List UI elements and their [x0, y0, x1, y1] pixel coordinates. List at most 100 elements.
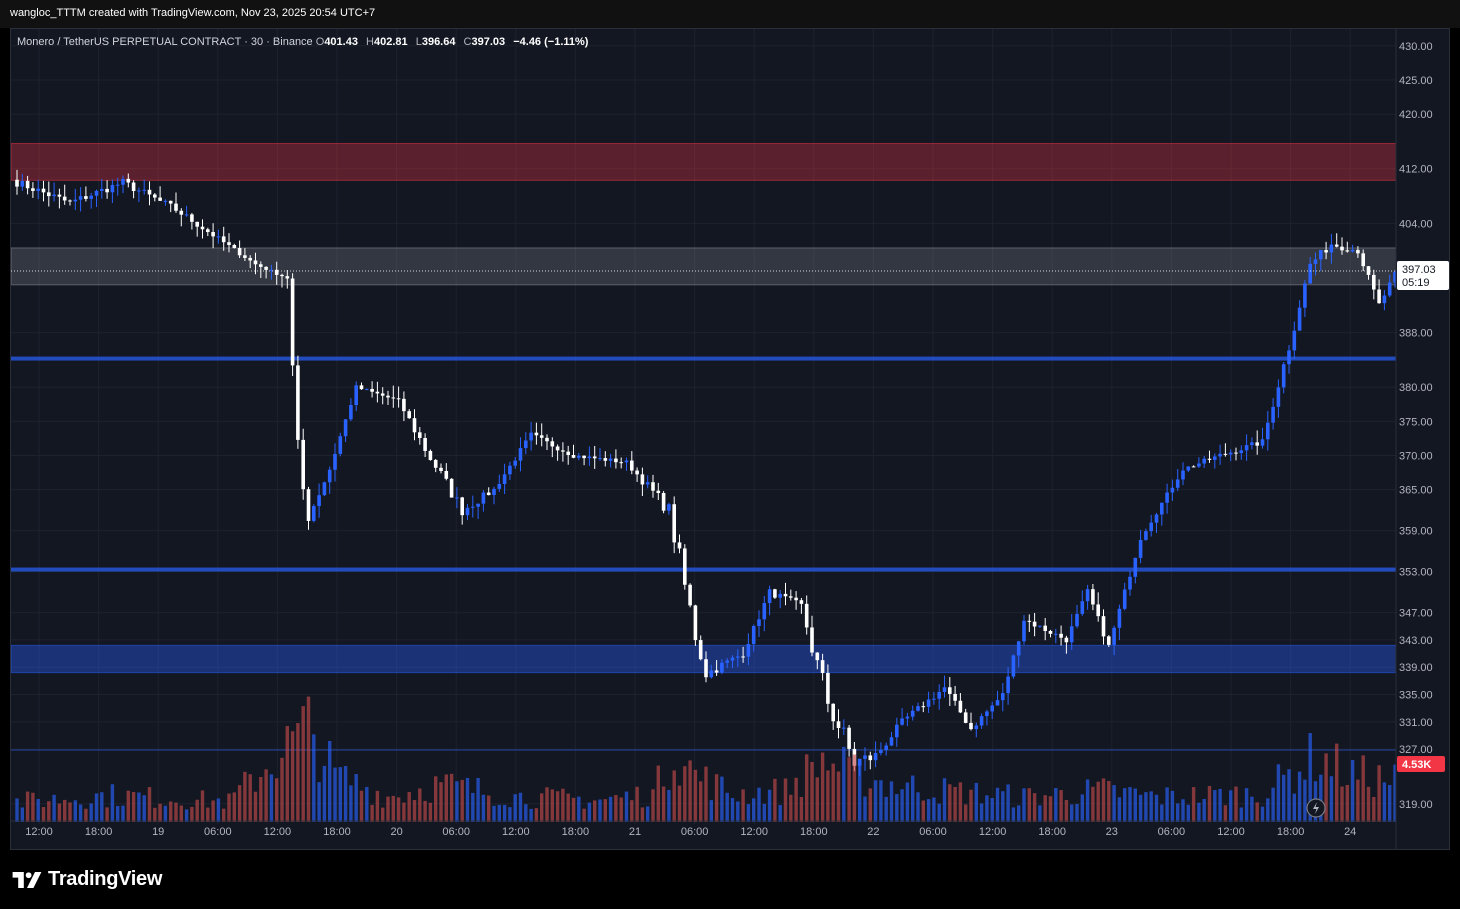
candle-body — [253, 260, 258, 265]
candle-body — [168, 200, 173, 204]
volume-bar — [1287, 769, 1291, 822]
volume-bar — [412, 799, 417, 822]
volume-bar — [1297, 771, 1302, 822]
candle-body — [1059, 633, 1063, 638]
x-tick-label: 20 — [390, 826, 402, 838]
x-tick-label: 18:00 — [800, 826, 828, 838]
candle-body — [1170, 487, 1175, 493]
resistance-zone — [11, 142, 1397, 181]
x-tick-label: 19 — [152, 826, 164, 838]
candle-body — [905, 716, 910, 719]
candle-body — [115, 184, 120, 186]
volume-bar — [895, 794, 899, 822]
candle-body — [1038, 625, 1042, 627]
volume-bar — [937, 803, 941, 822]
candle-body — [147, 189, 152, 195]
volume-bar — [1149, 791, 1153, 822]
volume-bar — [1303, 779, 1307, 822]
support-zone — [11, 644, 1397, 674]
volume-bar — [1128, 787, 1132, 822]
candle-body — [211, 232, 215, 237]
candle-body — [285, 276, 290, 279]
candle-body — [365, 388, 369, 390]
candle-body — [153, 194, 157, 198]
candle-body — [948, 687, 952, 694]
volume-bar — [693, 769, 698, 822]
volume-bar — [545, 787, 549, 822]
candle-body — [979, 716, 984, 726]
volume-bar — [926, 799, 931, 822]
candle-body — [1144, 531, 1148, 540]
volume-bar — [174, 802, 178, 822]
volume-bar — [778, 805, 782, 822]
volume-bar — [280, 757, 284, 822]
y-tick-label: 420.00 — [1399, 109, 1433, 121]
candle-body — [449, 478, 454, 498]
candle-body — [184, 214, 189, 216]
volume-bar — [1070, 804, 1074, 822]
candle-body — [1006, 676, 1010, 694]
candle-body — [974, 725, 979, 730]
y-tick-label: 319.00 — [1399, 799, 1433, 811]
volume-bar — [184, 809, 189, 822]
candle-body — [592, 456, 597, 459]
volume-bar — [78, 804, 83, 822]
volume-bar — [1207, 785, 1212, 822]
candle-body — [1313, 259, 1318, 264]
y-tick-label: 375.00 — [1399, 416, 1433, 428]
volume-bar — [41, 807, 46, 822]
volume-bar — [1006, 784, 1010, 822]
volume-bar — [900, 789, 904, 822]
volume-bar — [1372, 796, 1376, 822]
candle-body — [916, 706, 920, 711]
volume-bar — [1017, 805, 1021, 822]
candle-body — [31, 188, 35, 191]
candle-body — [126, 178, 131, 183]
candle-body — [995, 700, 1000, 706]
volume-bar — [614, 794, 618, 822]
volume-bar — [773, 778, 777, 822]
legend-open-value: 401.43 — [324, 36, 358, 48]
volume-bar — [820, 752, 825, 822]
lightning-icon-glyph — [1313, 802, 1319, 814]
volume-bar — [725, 792, 729, 822]
candle-body — [264, 266, 268, 270]
volume-bar — [84, 808, 88, 822]
volume-bar — [1239, 807, 1243, 822]
candle-body — [1223, 453, 1228, 455]
candle-body — [312, 506, 316, 521]
volume-bar — [1356, 779, 1360, 822]
volume-bar — [1011, 807, 1016, 822]
candle-body — [630, 460, 634, 471]
candle-body — [1165, 492, 1169, 503]
volume-bar — [762, 803, 766, 822]
volume-bar — [222, 808, 226, 822]
volume-bar — [1191, 787, 1196, 822]
x-tick-label: 18:00 — [1277, 826, 1305, 838]
volume-bar — [990, 797, 994, 822]
candle-body — [1101, 616, 1106, 637]
volume-bar — [116, 805, 120, 822]
candle-body — [354, 385, 358, 406]
candle-body — [624, 460, 629, 463]
candle-body — [820, 660, 825, 673]
candle-body — [412, 418, 417, 433]
x-tick-label: 12:00 — [740, 826, 768, 838]
candle-body — [773, 589, 777, 598]
candle-body — [280, 274, 284, 277]
candle-body — [137, 190, 141, 192]
volume-bar — [63, 799, 67, 822]
candle-body — [502, 474, 507, 484]
tradingview-logo[interactable]: TradingView — [12, 868, 162, 891]
candle-body — [206, 229, 210, 233]
chart-pane[interactable]: 430.00 425.00 420.00 412.00 404.00 388.00 380.… — [10, 28, 1450, 850]
volume-bar — [932, 797, 936, 822]
volume-bar — [635, 786, 639, 822]
volume-bar — [94, 793, 99, 822]
volume-bar — [561, 788, 565, 822]
volume-bar — [476, 778, 480, 822]
candle-body — [391, 397, 396, 399]
candle-body — [683, 548, 687, 585]
y-tick-label: 331.00 — [1399, 717, 1433, 729]
price-chart[interactable]: 430.00 425.00 420.00 412.00 404.00 388.00 380.… — [11, 29, 1449, 849]
